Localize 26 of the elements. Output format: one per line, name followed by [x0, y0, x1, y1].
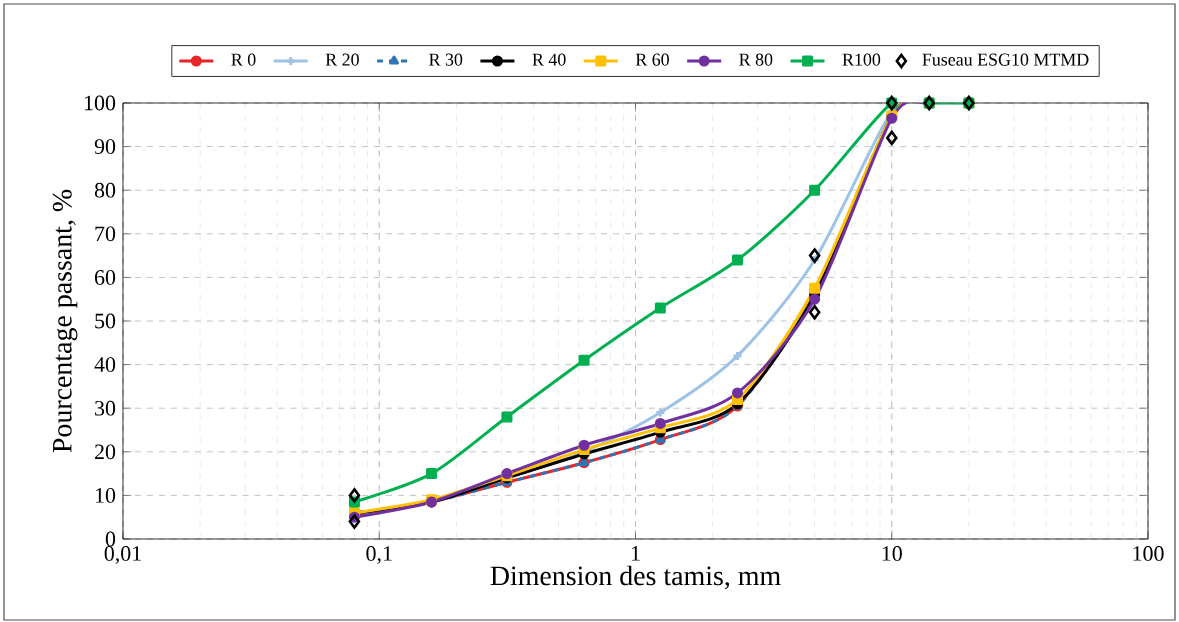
legend-label: R100	[842, 53, 881, 66]
y-tick-label: 0	[105, 531, 116, 547]
y-tick-label: 60	[94, 270, 116, 285]
y-tick-label: 50	[95, 313, 116, 329]
legend-label: R 40	[532, 53, 566, 66]
x-tick-label: 0,01	[104, 546, 141, 564]
y-tick-label: 30	[95, 400, 116, 416]
x-tick-label: 0,1	[366, 546, 392, 564]
legend-label: R 20	[325, 53, 359, 66]
y-tick-label: 80	[94, 182, 116, 198]
y-tick-label: 70	[95, 226, 116, 242]
legend-label: R 60	[635, 53, 669, 66]
x-tick-label: 10	[882, 546, 902, 561]
x-tick-label: 100	[1133, 546, 1164, 561]
legend-label: R 30	[429, 53, 463, 66]
y-tick-label: 20	[95, 444, 116, 460]
legend-label: Fuseau ESG10 MTMD	[922, 53, 1089, 66]
legend-label: R 0	[231, 53, 256, 66]
legend-label: R 80	[739, 53, 773, 66]
y-tick-label: 40	[94, 357, 116, 372]
y-tick-label: 100	[85, 95, 116, 111]
x-tick-label: 1	[631, 546, 640, 561]
y-tick-label: 90	[94, 139, 116, 154]
y-axis-title: Pourcentage passant, %	[52, 189, 78, 453]
y-tick-label: 10	[95, 488, 116, 503]
x-axis-title: Dimension des tamis, mm	[490, 565, 781, 590]
